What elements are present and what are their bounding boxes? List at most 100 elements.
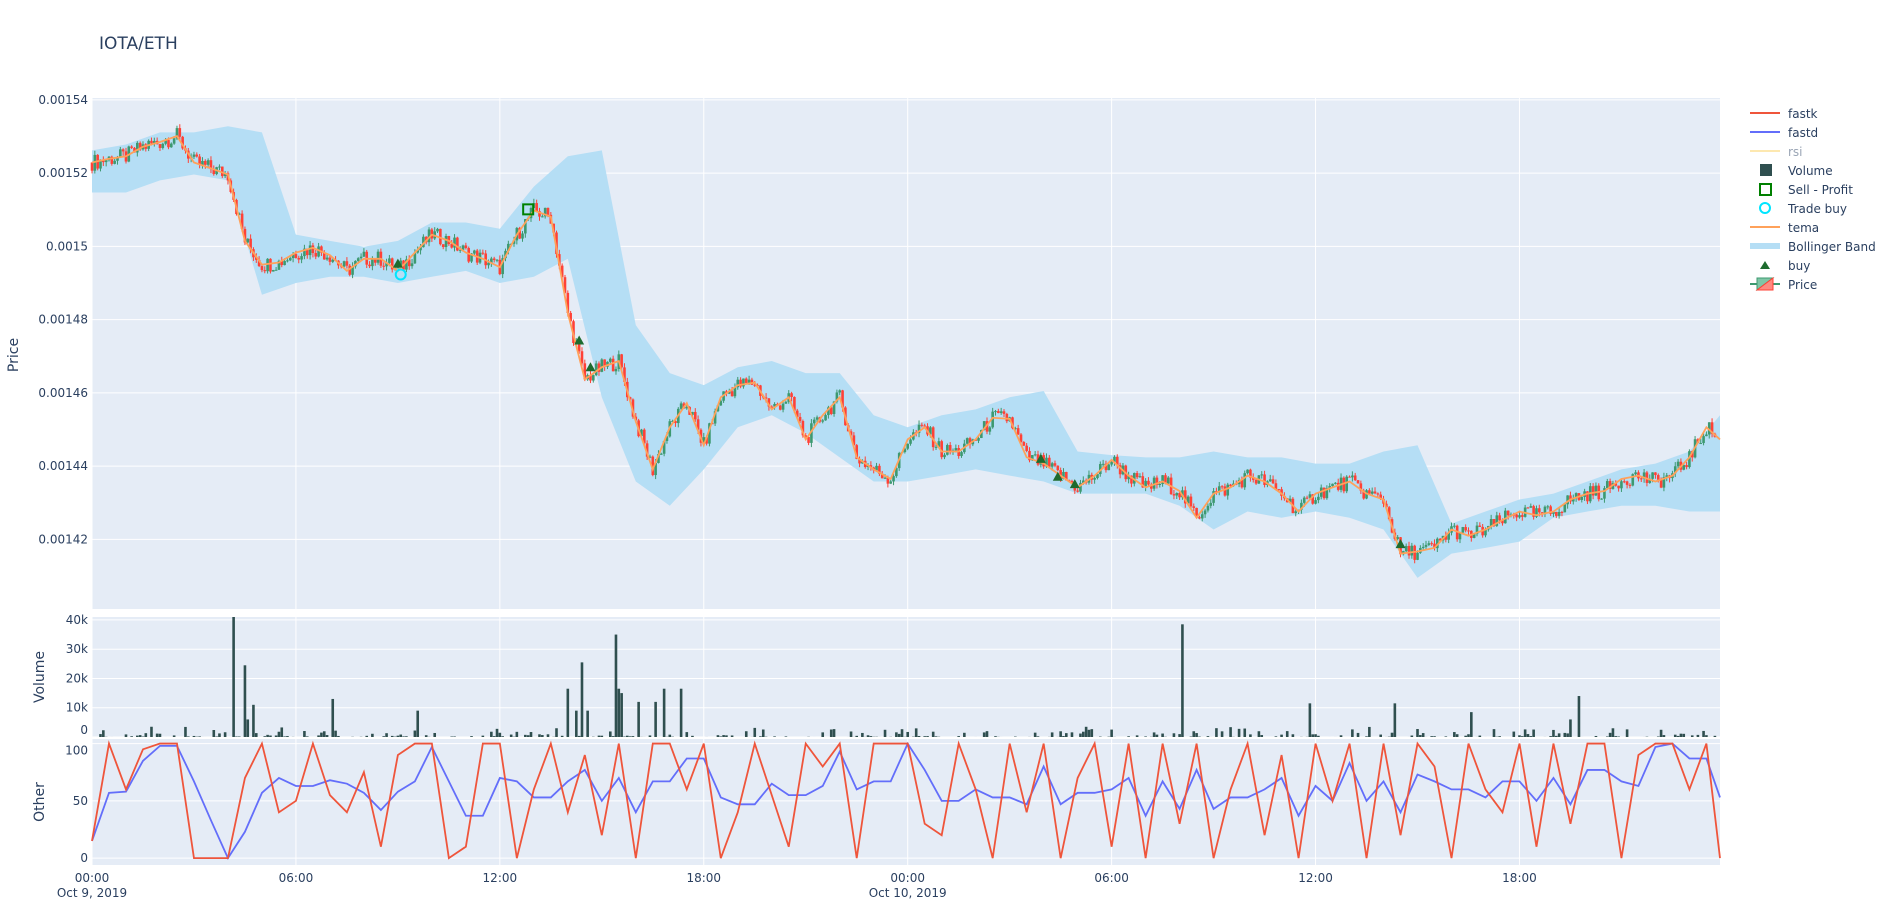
candle-body [1563, 504, 1566, 512]
volume-bar [833, 729, 836, 737]
volume-bar [1680, 734, 1683, 737]
volume-bar [1088, 730, 1091, 737]
volume-bar [1479, 736, 1482, 737]
volume-bar [598, 736, 601, 737]
legend-label: buy [1788, 259, 1810, 273]
volume-bar [1173, 733, 1176, 737]
volume-bar [1275, 736, 1278, 737]
candle-body [960, 452, 963, 456]
candle-body [535, 203, 538, 211]
candle-body [1685, 465, 1688, 467]
legend-item-fastk[interactable]: fastk [1750, 107, 1818, 121]
legend[interactable]: fastk fastd rsi Volume Sell - Profit Trade bu… [1750, 107, 1876, 292]
volume-bar [561, 736, 564, 737]
legend-item-tema[interactable]: tema [1750, 221, 1819, 235]
candle-body [113, 161, 116, 164]
volume-bar [496, 729, 499, 737]
legend-item-rsi[interactable]: rsi [1750, 145, 1803, 159]
x-tick-label: 12:00 [1298, 871, 1333, 885]
volume-bar [637, 702, 640, 737]
volume-bar [1051, 732, 1054, 737]
volume-bar [870, 736, 873, 737]
volume-bar [334, 731, 337, 737]
candle-body [1626, 481, 1629, 484]
legend-item-buy[interactable]: buy [1760, 259, 1810, 273]
candle-body [1023, 442, 1026, 446]
candle-body [496, 260, 499, 261]
legend-item-fastd[interactable]: fastd [1750, 126, 1818, 140]
candle-body [1006, 414, 1009, 421]
volume-bar [615, 635, 618, 737]
legend-item-bollinger-band[interactable]: Bollinger Band [1750, 240, 1876, 254]
candle-body [1504, 511, 1507, 524]
candle-body [892, 476, 895, 481]
volume-bar [963, 733, 966, 737]
y-tick-label: 20k [66, 671, 88, 685]
volume-bar [654, 702, 657, 737]
candle-body [167, 140, 170, 147]
volume-bar [1195, 733, 1198, 737]
legend-item-sell-profit[interactable]: Sell - Profit [1760, 183, 1853, 197]
legend-item-volume[interactable]: Volume [1760, 164, 1833, 178]
volume-bar [1566, 733, 1569, 737]
volume-bar [1558, 733, 1561, 737]
candle-body [1464, 527, 1467, 530]
candle-body [1272, 479, 1275, 483]
candle-body [363, 252, 366, 257]
candle-body [1269, 479, 1272, 481]
volume-bar [159, 734, 162, 737]
volume-bar [1238, 729, 1241, 737]
volume-bar [317, 735, 320, 737]
volume-bar [1682, 734, 1685, 737]
candle-body [601, 359, 604, 371]
volume-bar [397, 736, 400, 737]
volume-bar [1663, 735, 1666, 737]
candle-body [289, 258, 292, 260]
volume-bar [759, 736, 762, 737]
other-axis-title: Other [32, 782, 48, 822]
volume-bar [1082, 732, 1085, 737]
volume-bar [1311, 734, 1314, 737]
candle-body [1592, 486, 1595, 495]
candle-body [1048, 458, 1051, 467]
volume-bar [303, 731, 306, 737]
volume-bar [433, 733, 436, 737]
candle-body [1000, 411, 1003, 413]
volume-bar [365, 736, 368, 737]
volume-bar [501, 736, 504, 737]
volume-bar [470, 736, 473, 737]
volume-bar [691, 736, 694, 737]
candle-body [1374, 492, 1377, 494]
candle-body [977, 438, 980, 441]
legend-item-trade-buy[interactable]: Trade buy [1760, 202, 1847, 216]
volume-bar [1527, 734, 1530, 737]
volume-bar [218, 733, 221, 737]
volume-bar [1258, 731, 1261, 737]
candle-body [1076, 491, 1079, 492]
volume-bar [1691, 735, 1694, 737]
legend-item-price[interactable]: Price [1750, 278, 1817, 292]
volume-bar [1207, 736, 1210, 737]
candle-body [286, 260, 289, 261]
candle-body [1190, 497, 1193, 507]
candle-body [411, 263, 414, 266]
volume-bar [490, 732, 493, 737]
volume-bar [145, 733, 148, 737]
legend-label: fastk [1788, 107, 1818, 121]
candle-body [1017, 428, 1020, 434]
candle-body [1702, 436, 1705, 443]
candle-body [1317, 497, 1320, 500]
volume-bar [425, 735, 428, 737]
candle-body [388, 258, 391, 263]
candle-body [368, 265, 371, 266]
candle-body [1620, 481, 1623, 488]
candle-body [612, 359, 615, 372]
volume-bar [1521, 736, 1524, 737]
volume-bar [326, 735, 329, 737]
candle-body [1192, 506, 1195, 508]
candle-body [935, 447, 938, 448]
volume-bar [1286, 731, 1289, 737]
candle-body [521, 233, 524, 238]
volume-bar [198, 736, 201, 737]
volume-bar [932, 732, 935, 737]
